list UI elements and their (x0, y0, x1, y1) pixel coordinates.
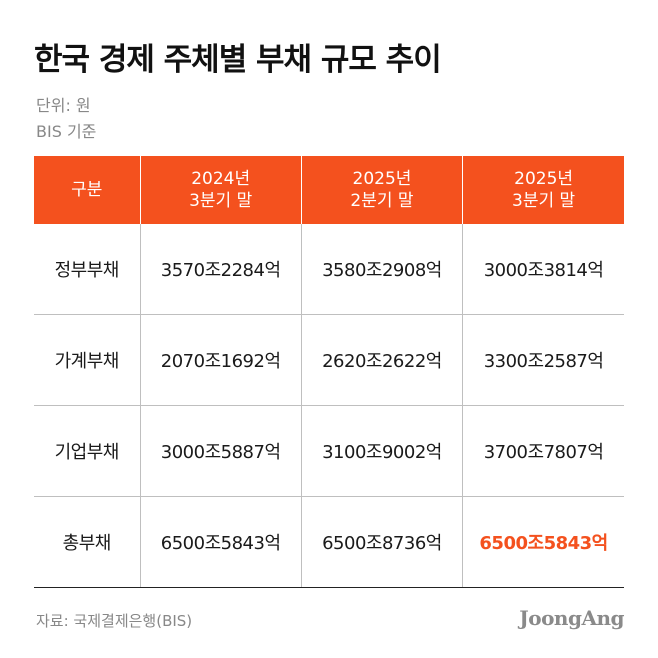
header-2025-q2: 2025년 2분기 말 (300, 156, 463, 224)
page-title: 한국 경제 주체별 부채 규모 추이 (34, 42, 442, 78)
row-label: 기업부채 (34, 405, 140, 497)
header-year: 2025년 (514, 169, 574, 189)
row-label: 가계부채 (34, 314, 140, 406)
table-row-government: 정부부채 3570조2284억 3580조2908억 3000조3814억 (34, 224, 624, 315)
basis-note: BIS 기준 (36, 122, 97, 141)
debt-table: 구분 2024년 3분기 말 2025년 2분기 말 2025년 3분기 말 정… (34, 156, 624, 588)
header-year: 2025년 (352, 169, 412, 189)
header-2025-q3: 2025년 3분기 말 (462, 156, 624, 224)
header-period: 3분기 말 (189, 191, 253, 211)
header-category: 구분 (34, 156, 140, 224)
row-label: 정부부채 (34, 224, 140, 315)
table-cell: 3300조2587억 (462, 314, 624, 406)
table-row-household: 가계부채 2070조1692억 2620조2622억 3300조2587억 (34, 314, 624, 406)
source-note: 자료: 국제결제은행(BIS) (36, 612, 193, 630)
header-period: 2분기 말 (350, 191, 414, 211)
table-cell: 3700조7807억 (462, 405, 624, 497)
header-2024-q3: 2024년 3분기 말 (139, 156, 302, 224)
table-cell: 3570조2284억 (139, 224, 302, 315)
table-cell-highlight: 6500조5843억 (462, 496, 624, 588)
header-year: 2024년 (191, 169, 251, 189)
joongang-logo: JoongAng (519, 606, 624, 630)
table-cell: 2070조1692억 (139, 314, 302, 406)
table-cell: 3580조2908억 (300, 224, 463, 315)
header-row: 구분 2024년 3분기 말 2025년 2분기 말 2025년 3분기 말 (34, 156, 624, 224)
table-cell: 3100조9002억 (300, 405, 463, 497)
table-row-total: 총부채 6500조5843억 6500조8736억 6500조5843억 (34, 496, 624, 588)
unit-note: 단위: 원 (36, 96, 91, 115)
row-label: 총부채 (34, 496, 140, 588)
table-row-corporate: 기업부채 3000조5887억 3100조9002억 3700조7807억 (34, 405, 624, 497)
table-cell: 6500조5843억 (139, 496, 302, 588)
table-cell: 3000조3814억 (462, 224, 624, 315)
header-category-label: 구분 (71, 180, 103, 200)
header-period: 3분기 말 (512, 191, 576, 211)
table-cell: 6500조8736억 (300, 496, 463, 588)
table-cell: 3000조5887억 (139, 405, 302, 497)
table-cell: 2620조2622억 (300, 314, 463, 406)
